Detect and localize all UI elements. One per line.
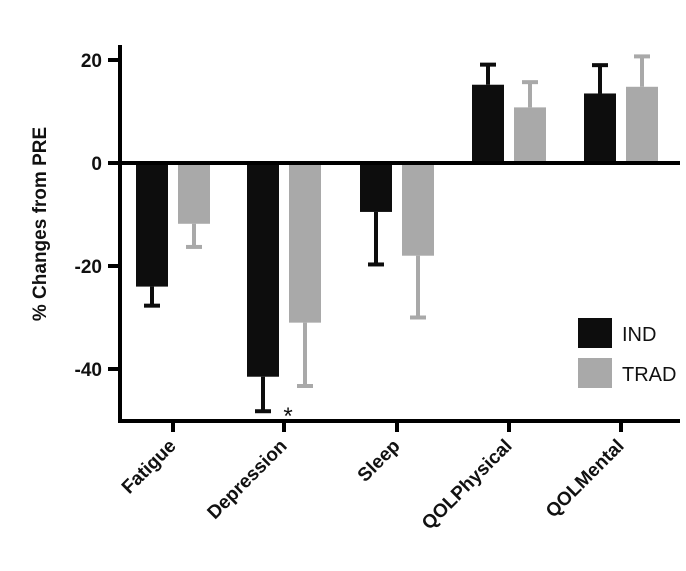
x-tick-label: Depression bbox=[204, 436, 292, 524]
y-axis-ticks: 20 0 -20 -40 bbox=[75, 51, 120, 381]
bar-trad bbox=[289, 163, 321, 323]
legend: IND TRAD bbox=[578, 318, 676, 388]
x-tick-label: Sleep bbox=[354, 436, 405, 487]
legend-swatch-ind bbox=[578, 318, 612, 348]
legend-swatch-trad bbox=[578, 358, 612, 388]
x-tick-label: QOLMental bbox=[542, 436, 629, 523]
y-tick-label: 20 bbox=[81, 51, 102, 72]
y-tick-label: 0 bbox=[91, 154, 102, 175]
x-tick-label: Fatigue bbox=[118, 436, 181, 499]
bar-trad bbox=[514, 107, 546, 163]
y-tick-label: -40 bbox=[75, 360, 102, 381]
bar-ind bbox=[584, 93, 616, 163]
x-tick-label: QOLPhysical bbox=[418, 436, 516, 534]
bar-ind bbox=[136, 163, 168, 287]
bar-ind bbox=[360, 163, 392, 212]
legend-label-ind: IND bbox=[622, 324, 656, 346]
significance-asterisk: * bbox=[283, 403, 292, 430]
x-axis-ticks: Fatigue Depression Sleep QOLPhysical QOLMent… bbox=[118, 421, 629, 534]
legend-label-trad: TRAD bbox=[622, 364, 676, 386]
y-tick-label: -20 bbox=[75, 257, 102, 278]
bar-ind bbox=[472, 84, 504, 163]
y-axis-label: % Changes from PRE bbox=[30, 127, 51, 321]
error-bars-group bbox=[144, 54, 650, 414]
bar-trad bbox=[402, 163, 434, 256]
bar-ind bbox=[247, 163, 279, 377]
bar-trad bbox=[178, 163, 210, 224]
bars-group bbox=[136, 84, 658, 377]
bar-trad bbox=[626, 86, 658, 163]
